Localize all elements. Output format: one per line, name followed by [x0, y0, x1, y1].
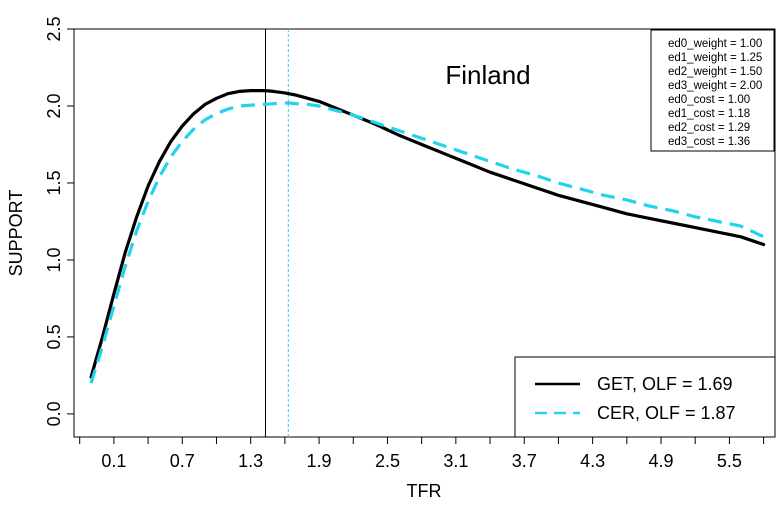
parameter-line: ed2_weight = 1.50 — [668, 66, 762, 78]
legend-label-get: GET, OLF = 1.69 — [597, 374, 733, 394]
parameter-box: ed0_weight = 1.00 ed1_weight = 1.25 ed2_we… — [650, 29, 775, 152]
series-line-get — [89, 88, 766, 379]
series-group — [89, 88, 766, 384]
x-tick-label: 0.7 — [170, 451, 195, 471]
chart-annotation: Finland — [445, 60, 530, 90]
vertical-reference-lines — [264, 29, 289, 437]
parameter-line: ed3_weight = 2.00 — [668, 80, 762, 92]
x-tick-label: 4.9 — [649, 451, 674, 471]
y-tick-label: 0.0 — [44, 401, 64, 426]
parameter-box-frame — [650, 29, 775, 152]
parameter-line: ed1_cost = 1.18 — [668, 108, 750, 120]
x-tick-label: 4.3 — [580, 451, 605, 471]
y-tick-label: 1.0 — [44, 247, 64, 272]
x-tick-label: 1.3 — [238, 451, 263, 471]
y-axis-title: SUPPORT — [6, 190, 26, 277]
x-tick-label: 3.7 — [512, 451, 537, 471]
parameter-line: ed1_weight = 1.25 — [668, 52, 762, 64]
y-tick-label: 2.5 — [44, 16, 64, 41]
x-tick-label: 0.1 — [101, 451, 126, 471]
y-tick-label: 2.0 — [44, 93, 64, 118]
parameter-line: ed2_cost = 1.29 — [668, 122, 750, 134]
legend-label-cer: CER, OLF = 1.87 — [597, 403, 736, 423]
x-tick-label: 5.5 — [717, 451, 742, 471]
x-tick-label: 3.1 — [443, 451, 468, 471]
parameter-line: ed3_cost = 1.36 — [668, 136, 750, 148]
legend-frame — [514, 356, 776, 438]
x-axis-title: TFR — [407, 481, 442, 501]
x-axis: 0.1 0.7 1.3 1.9 2.5 3.1 3.7 4.3 4.9 5.5 — [79, 437, 765, 471]
y-axis: 0.0 0.5 1.0 1.5 2.0 2.5 — [44, 16, 74, 426]
parameter-line: ed0_cost = 1.00 — [668, 94, 750, 106]
series-line-cer — [89, 101, 765, 384]
x-tick-label: 1.9 — [307, 451, 332, 471]
x-tick-label: 2.5 — [375, 451, 400, 471]
y-tick-label: 0.5 — [44, 324, 64, 349]
legend: GET, OLF = 1.69 CER, OLF = 1.87 — [514, 356, 776, 438]
parameter-lines: ed0_weight = 1.00 ed1_weight = 1.25 ed2_we… — [668, 38, 762, 148]
plot-frame — [73, 28, 776, 438]
parameter-line: ed0_weight = 1.00 — [668, 38, 762, 50]
y-tick-label: 1.5 — [44, 170, 64, 195]
